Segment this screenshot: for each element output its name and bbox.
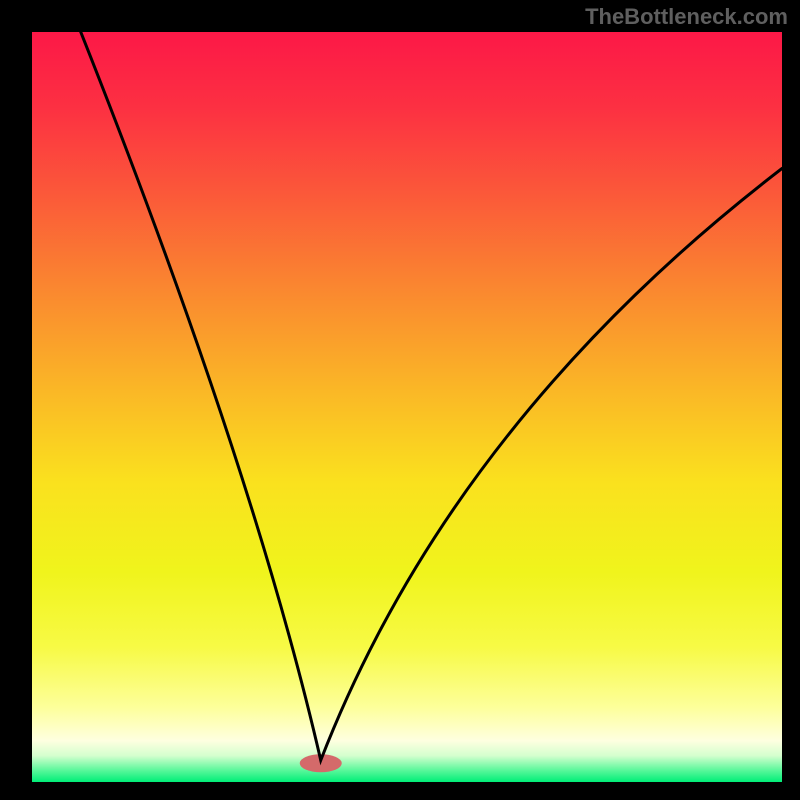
plot-area xyxy=(32,32,782,782)
gradient-background xyxy=(32,32,782,782)
chart-frame: TheBottleneck.com xyxy=(0,0,800,800)
watermark-text: TheBottleneck.com xyxy=(585,4,788,30)
plot-svg xyxy=(32,32,782,782)
